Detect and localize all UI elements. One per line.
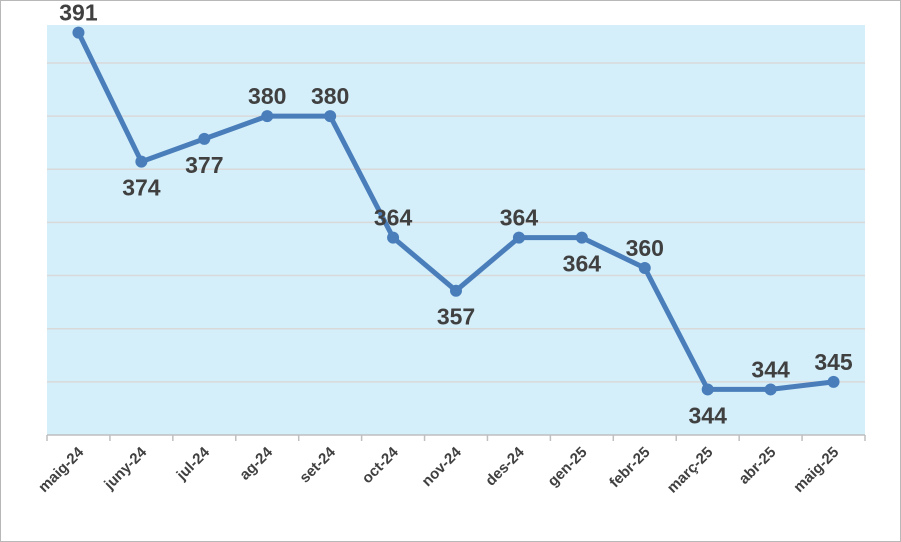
x-tick-label: maig-25 (790, 444, 842, 496)
data-point (512, 231, 525, 244)
x-tick-label: març-25 (664, 444, 717, 497)
data-label: 377 (185, 152, 223, 178)
data-point (198, 132, 211, 145)
data-label: 360 (626, 235, 664, 261)
x-tick-label: maig-24 (35, 443, 88, 496)
data-label: 345 (814, 349, 853, 375)
data-point (261, 110, 274, 123)
data-label: 344 (689, 402, 728, 428)
data-label: 344 (751, 356, 790, 382)
x-tick-label: gen-25 (544, 444, 590, 490)
x-tick-label: ag-24 (236, 443, 276, 483)
data-point (324, 110, 337, 123)
x-tick-marks (46, 435, 866, 441)
x-tick-label: des-24 (482, 443, 528, 489)
data-point (72, 26, 85, 39)
data-label: 364 (563, 251, 602, 277)
data-label: 357 (437, 304, 475, 330)
data-label: 380 (248, 83, 286, 109)
x-tick-label: jul-24 (173, 443, 214, 484)
plot-area (47, 25, 865, 435)
data-label: 391 (59, 1, 98, 26)
data-labels: 391 374 377 380 380 364 357 364 364 360 344 344 345 (59, 1, 853, 428)
x-tick-label: juny-24 (100, 443, 150, 493)
x-tick-label: oct-24 (359, 443, 403, 487)
data-label: 364 (374, 205, 413, 231)
x-tick-label: set-24 (296, 443, 339, 486)
data-point (638, 261, 651, 274)
data-point (450, 284, 462, 297)
x-tick-labels: maig-24 juny-24 jul-24 ag-24 set-24 oct-24 nov… (35, 443, 842, 496)
x-tick-label: nov-24 (419, 443, 466, 490)
x-tick-label: febr-25 (606, 444, 653, 491)
data-point (701, 383, 714, 396)
data-points (72, 26, 840, 396)
x-tick-label: abr-25 (736, 444, 780, 488)
data-point (575, 231, 588, 244)
data-point (827, 375, 840, 388)
data-label: 374 (122, 175, 161, 201)
data-label: 380 (311, 83, 349, 109)
gridlines (47, 62, 865, 383)
data-point (387, 231, 400, 244)
data-label: 364 (500, 205, 539, 231)
data-point (135, 155, 148, 168)
data-point (764, 383, 777, 396)
